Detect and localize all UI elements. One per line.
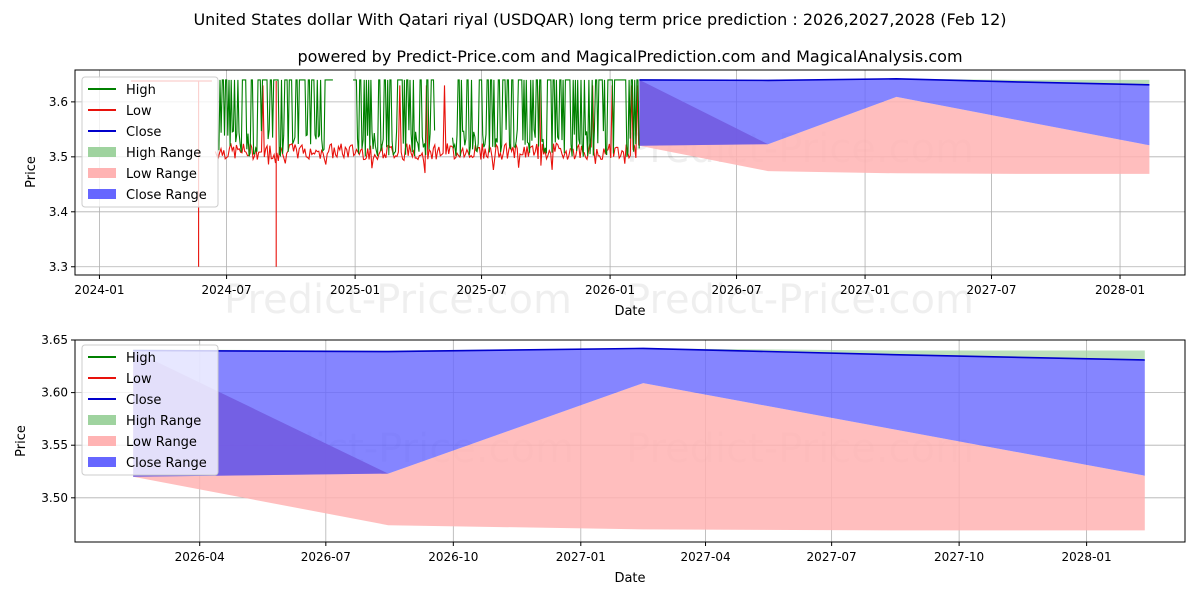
low-range-band [639, 79, 1150, 174]
watermark-top-right: Predict-Price.com [626, 277, 974, 323]
legend-swatch [88, 147, 116, 157]
y-tick-label: 3.4 [49, 205, 68, 219]
x-tick-label: 2026-10 [428, 550, 478, 564]
x-tick-label: 2027-07 [807, 550, 857, 564]
watermark-top-left: Predict-Price.com [224, 277, 572, 323]
legend-label: Close Range [126, 188, 207, 203]
top-series [130, 77, 1150, 267]
x-tick-label: 2028-01 [1095, 283, 1145, 297]
y-tick-label: 3.50 [41, 491, 68, 505]
legend-label: High Range [126, 414, 201, 429]
x-tick-label: 2025-01 [330, 283, 380, 297]
legend-label: High Range [126, 146, 201, 161]
chart-subtitle: powered by Predict-Price.com and Magical… [297, 47, 962, 66]
legend-label: High [126, 351, 156, 366]
legend-label: Close [126, 125, 161, 140]
legend-swatch [88, 415, 116, 425]
y-tick-label: 3.65 [41, 333, 68, 347]
bottom-legend: High Low Close High Range Low Range Close Ran… [81, 344, 219, 476]
legend-label: Low [126, 104, 152, 119]
top-ylabel: Price [24, 156, 39, 188]
bottom-xlabel: Date [614, 571, 645, 586]
legend-label: Low Range [126, 167, 197, 182]
close-line [133, 347, 1145, 361]
chart-title: United States dollar With Qatari riyal (… [193, 10, 1006, 29]
y-tick-label: 3.60 [41, 386, 68, 400]
y-tick-label: 3.3 [49, 260, 68, 274]
legend-label: Low Range [126, 435, 197, 450]
bottom-ticks: 2026-04 2026-07 2026-10 2027-01 2027-04 2027-… [41, 333, 1111, 564]
y-tick-label: 3.55 [41, 438, 68, 452]
y-tick-label: 3.6 [49, 95, 68, 109]
legend-label: Low [126, 372, 152, 387]
y-tick-label: 3.5 [49, 150, 68, 164]
x-tick-label: 2025-07 [456, 283, 506, 297]
legend-label: Close Range [126, 456, 207, 471]
x-tick-label: 2028-01 [1062, 550, 1112, 564]
legend-swatch [88, 168, 116, 178]
bottom-series [133, 347, 1145, 531]
close-low-overlap [639, 79, 768, 146]
legend-swatch [88, 436, 116, 446]
bottom-ylabel: Price [14, 425, 29, 457]
low-range-band [133, 350, 1145, 531]
high-line [218, 79, 640, 158]
top-plot-frame [74, 69, 1186, 276]
legend-label: Close [126, 393, 161, 408]
x-tick-label: 2027-04 [680, 550, 730, 564]
bottom-plot-frame [74, 339, 1186, 543]
x-tick-label: 2027-01 [556, 550, 606, 564]
x-tick-label: 2026-07 [711, 283, 761, 297]
legend-swatch [88, 457, 116, 467]
x-tick-label: 2027-07 [966, 283, 1016, 297]
close-line [639, 77, 1150, 86]
top-xlabel: Date [614, 304, 645, 319]
legend-label: High [126, 83, 156, 98]
legend-swatch [88, 189, 116, 199]
x-tick-label: 2024-07 [202, 283, 252, 297]
top-legend: High Low Close High Range Low Range Close Ran… [81, 76, 219, 208]
close-range-band [639, 78, 1150, 146]
x-tick-label: 2027-10 [934, 550, 984, 564]
x-tick-label: 2027-01 [840, 283, 890, 297]
x-tick-label: 2024-01 [74, 283, 124, 297]
close-range-band [133, 348, 1145, 477]
top-panel: Predict-Price.com Predict-Price.com Pred… [24, 69, 1186, 323]
top-ticks: 2024-01 2024-07 2025-01 2025-07 2026-01 2026-… [49, 95, 1145, 297]
x-tick-label: 2026-04 [175, 550, 225, 564]
x-tick-label: 2026-01 [585, 283, 635, 297]
bottom-panel: Predict-Price.com Predict-Price.com 2026… [14, 333, 1186, 586]
x-tick-label: 2026-07 [301, 550, 351, 564]
